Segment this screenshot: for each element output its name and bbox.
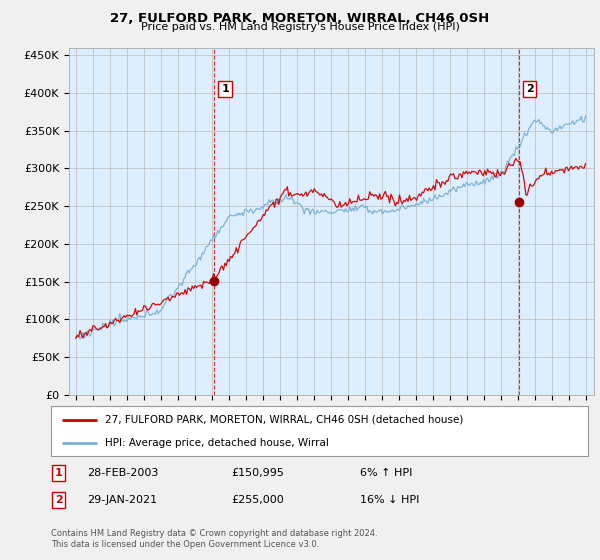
Text: 27, FULFORD PARK, MORETON, WIRRAL, CH46 0SH: 27, FULFORD PARK, MORETON, WIRRAL, CH46 … <box>110 12 490 25</box>
Text: 1: 1 <box>221 84 229 94</box>
Text: HPI: Average price, detached house, Wirral: HPI: Average price, detached house, Wirr… <box>105 438 329 448</box>
Text: 1: 1 <box>55 468 62 478</box>
Text: 16% ↓ HPI: 16% ↓ HPI <box>360 495 419 505</box>
Text: 27, FULFORD PARK, MORETON, WIRRAL, CH46 0SH (detached house): 27, FULFORD PARK, MORETON, WIRRAL, CH46 … <box>105 414 463 424</box>
Text: £255,000: £255,000 <box>231 495 284 505</box>
Text: 28-FEB-2003: 28-FEB-2003 <box>87 468 158 478</box>
Text: 6% ↑ HPI: 6% ↑ HPI <box>360 468 412 478</box>
Text: Price paid vs. HM Land Registry's House Price Index (HPI): Price paid vs. HM Land Registry's House … <box>140 22 460 32</box>
Text: Contains HM Land Registry data © Crown copyright and database right 2024.
This d: Contains HM Land Registry data © Crown c… <box>51 529 377 549</box>
Text: 29-JAN-2021: 29-JAN-2021 <box>87 495 157 505</box>
Text: £150,995: £150,995 <box>231 468 284 478</box>
Text: 2: 2 <box>55 495 62 505</box>
Text: 2: 2 <box>526 84 533 94</box>
